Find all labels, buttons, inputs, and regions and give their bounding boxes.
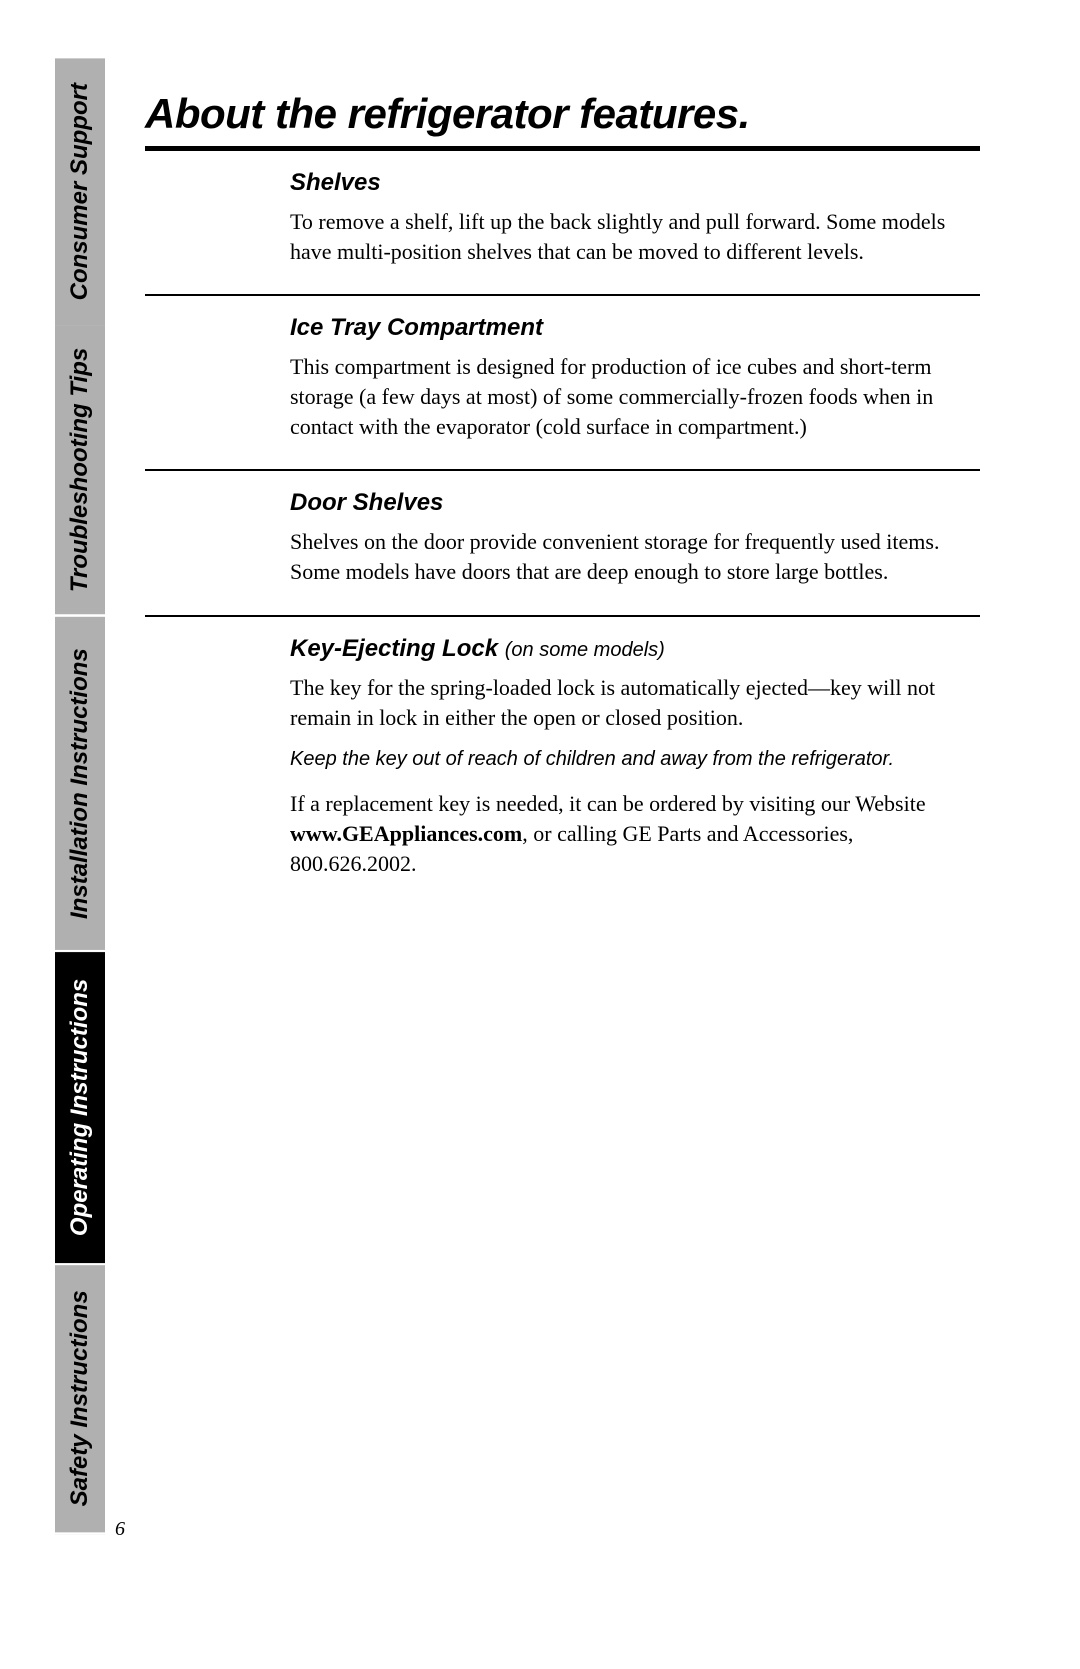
heading-key-lock-main: Key-Ejecting Lock xyxy=(290,635,498,662)
section-door-shelves: Door Shelves Shelves on the door provide… xyxy=(145,489,980,586)
tab-operating-instructions[interactable]: Operating Instructions xyxy=(55,952,105,1265)
heading-ice-tray: Ice Tray Compartment xyxy=(290,314,980,342)
body-shelves: To remove a shelf, lift up the back slig… xyxy=(290,207,980,266)
sidebar-tabs: Safety Instructions Operating Instructio… xyxy=(55,58,105,1534)
website-link: www.GEAppliances.com xyxy=(290,821,522,846)
divider xyxy=(145,469,980,471)
section-shelves: Shelves To remove a shelf, lift up the b… xyxy=(145,169,980,266)
section-ice-tray: Ice Tray Compartment This compartment is… xyxy=(145,314,980,441)
tab-installation-instructions[interactable]: Installation Instructions xyxy=(55,617,105,952)
key-lock-p2-pre: If a replacement key is needed, it can b… xyxy=(290,791,926,816)
body-door-shelves: Shelves on the door provide convenient s… xyxy=(290,527,980,586)
title-rule xyxy=(145,146,980,151)
note-key-lock: Keep the key out of reach of children an… xyxy=(290,746,980,773)
heading-key-lock-qualifier: (on some models) xyxy=(505,639,665,661)
heading-door-shelves: Door Shelves xyxy=(290,489,980,517)
section-key-lock: Key-Ejecting Lock (on some models) The k… xyxy=(145,635,980,878)
divider xyxy=(145,615,980,617)
page-content: About the refrigerator features. Shelves… xyxy=(145,90,980,892)
page-title: About the refrigerator features. xyxy=(145,90,980,138)
page-number: 6 xyxy=(115,1518,125,1541)
heading-key-lock: Key-Ejecting Lock (on some models) xyxy=(290,635,980,663)
tab-safety-instructions[interactable]: Safety Instructions xyxy=(55,1265,105,1534)
body-ice-tray: This compartment is designed for product… xyxy=(290,352,980,441)
tab-consumer-support[interactable]: Consumer Support xyxy=(55,58,105,325)
divider xyxy=(145,294,980,296)
body-key-lock-2: If a replacement key is needed, it can b… xyxy=(290,789,980,878)
heading-shelves: Shelves xyxy=(290,169,980,197)
tab-troubleshooting-tips[interactable]: Troubleshooting Tips xyxy=(55,325,105,616)
body-key-lock-1: The key for the spring-loaded lock is au… xyxy=(290,673,980,732)
